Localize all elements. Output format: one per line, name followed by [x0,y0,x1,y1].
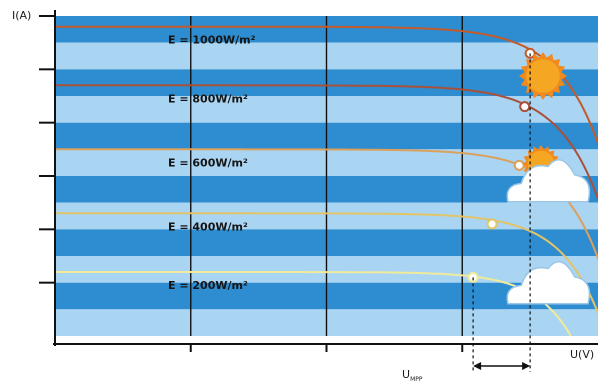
curve-label: E = 400W/m² [168,220,248,233]
iv-curve [55,148,598,262]
x-axis-label: U(V) [570,348,594,361]
arrow-head-right [522,362,531,370]
curve-labels: E = 1000W/m² E = 800W/m² E = 600W/m² E = 40… [168,34,256,292]
cloud-icon [506,261,591,305]
iv-curve [55,84,598,202]
cloud-part [506,159,591,203]
iv-curve [55,212,598,316]
y-axis-label: I(A) [12,9,31,22]
curve-label: E = 600W/m² [168,156,248,169]
arrow-head-left [473,362,482,370]
curve-label: E = 800W/m² [168,92,248,105]
mpp-point [513,159,525,171]
sun-behind-cloud-icon [506,145,591,203]
axes [39,10,598,352]
umpp-annotation [472,53,531,372]
curve-label: E = 200W/m² [168,279,248,292]
mpp-point [519,101,531,113]
mpp-point [486,218,498,230]
weather-icons [506,52,591,305]
iv-curve [55,271,572,337]
sun-icon [519,52,567,100]
curve-label: E = 1000W/m² [168,34,256,47]
grid-lines [190,16,463,336]
umpp-label: UMPP [402,368,423,383]
